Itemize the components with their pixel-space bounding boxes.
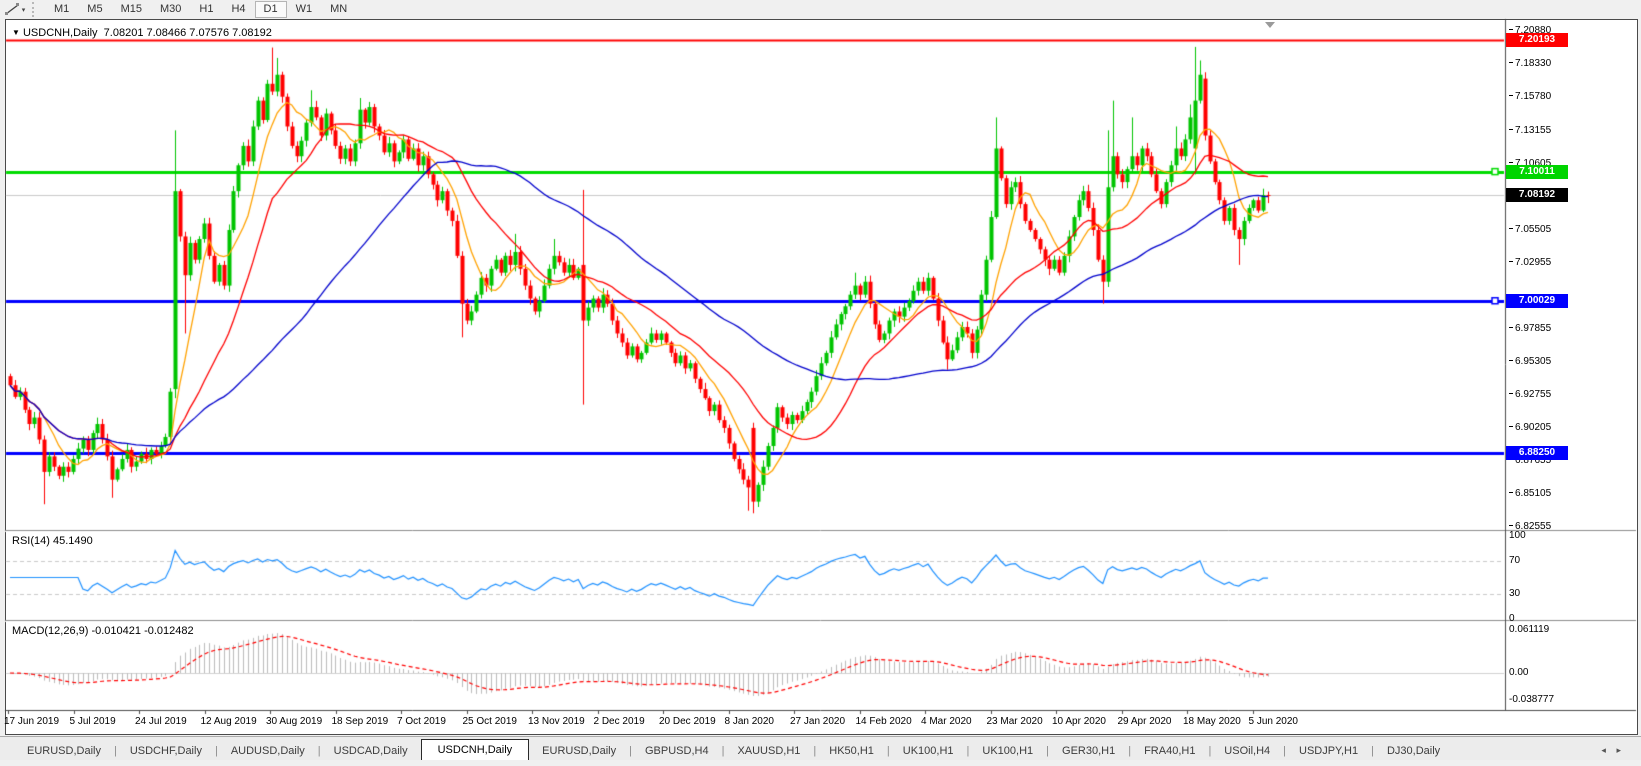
rsi-axis-label: 30 [1509, 588, 1521, 600]
price-tick-label: 7.20880 [1509, 25, 1551, 36]
date-label: 4 Mar 2020 [921, 716, 972, 727]
price-tick-label: 6.85105 [1509, 488, 1551, 499]
date-label: 29 Apr 2020 [1117, 716, 1172, 727]
date-label: 25 Oct 2019 [462, 716, 517, 727]
price-tick-label: 6.97855 [1509, 323, 1551, 334]
price-tick-label: 6.92755 [1509, 389, 1551, 400]
price-badge: 7.00029 [1506, 293, 1568, 308]
macd-indicator-label: MACD(12,26,9) -0.010421 -0.012482 [12, 625, 194, 637]
date-label: 2 Dec 2019 [593, 716, 645, 727]
date-label: 5 Jun 2020 [1248, 716, 1299, 727]
date-label: 10 Apr 2020 [1052, 716, 1106, 727]
price-tick-label: 7.10605 [1509, 158, 1551, 169]
price-badge: 7.20193 [1506, 32, 1568, 47]
ohlc-values: 7.08201 7.08466 7.07576 7.08192 [103, 27, 272, 39]
date-label: 13 Nov 2019 [528, 716, 585, 727]
macd-axis-label: 0.00 [1509, 667, 1529, 678]
date-label: 23 Mar 2020 [986, 716, 1043, 727]
price-tick-label: 7.13155 [1509, 125, 1551, 136]
macd-axis-label: -0.038777 [1509, 694, 1555, 706]
date-label: 7 Oct 2019 [397, 716, 446, 727]
date-label: 5 Jul 2019 [69, 716, 116, 727]
price-badge: 6.88250 [1506, 446, 1568, 461]
date-label: 20 Dec 2019 [659, 716, 716, 727]
date-label: 27 Jan 2020 [790, 716, 846, 727]
rsi-axis-label: 70 [1509, 554, 1521, 566]
price-tick-label: 6.95305 [1509, 356, 1551, 367]
symbol-dropdown-icon[interactable]: ▼ [12, 28, 20, 37]
macd-axis-label: 0.061119 [1509, 623, 1550, 635]
price-badge: 7.08192 [1506, 188, 1568, 203]
date-label: 30 Aug 2019 [266, 716, 323, 727]
rsi-axis-label: 100 [1509, 530, 1526, 541]
chart-shift-marker[interactable] [1265, 22, 1275, 28]
price-tick-label: 7.18330 [1509, 58, 1551, 69]
date-label: 17 Jun 2019 [4, 716, 60, 727]
rsi-indicator-label: RSI(14) 45.1490 [12, 535, 93, 547]
date-label: 24 Jul 2019 [135, 716, 187, 727]
date-label: 14 Feb 2020 [855, 716, 912, 727]
price-tick-label: 7.15780 [1509, 91, 1551, 102]
date-label: 8 Jan 2020 [724, 716, 775, 727]
price-tick-label: 6.90205 [1509, 422, 1551, 433]
date-label: 18 May 2020 [1183, 716, 1241, 727]
date-label: 12 Aug 2019 [200, 716, 257, 727]
price-tick-label: 6.82555 [1509, 521, 1551, 532]
price-tick-label: 7.02955 [1509, 257, 1551, 268]
price-tick-label: 7.05505 [1509, 224, 1551, 235]
date-label: 18 Sep 2019 [331, 716, 389, 727]
price-badge: 7.10011 [1506, 164, 1568, 179]
chart-title: ▼ USDCNH,Daily 7.08201 7.08466 7.07576 7… [12, 27, 272, 39]
symbol-name: USDCNH,Daily [22, 27, 98, 39]
rsi-axis-label: 0 [1509, 613, 1515, 624]
